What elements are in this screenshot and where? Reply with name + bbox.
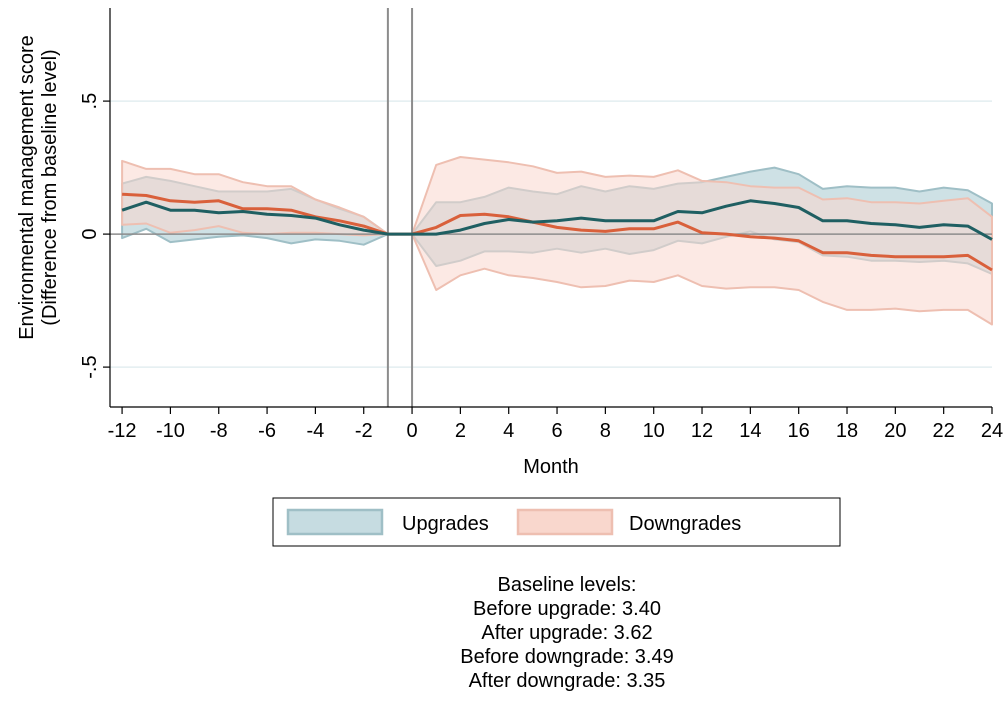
line-upgrades <box>121 199 993 241</box>
reference-lines <box>110 8 992 407</box>
note-heading: Baseline levels: <box>498 574 637 596</box>
x-tick-label-7: 2 <box>455 420 466 442</box>
baseline-levels-note: Baseline levels: Before upgrade: 3.40 Af… <box>460 574 674 692</box>
x-tick-label-0: -12 <box>108 420 137 442</box>
x-tick-label-10: 8 <box>600 420 611 442</box>
x-tick-label-14: 16 <box>788 420 810 442</box>
x-tick-label-6: 0 <box>406 420 417 442</box>
series-lines <box>121 192 993 272</box>
x-tick-label-16: 20 <box>884 420 906 442</box>
x-tick-label-2: -8 <box>210 420 228 442</box>
note-before-downgrade: Before downgrade: 3.49 <box>460 646 674 668</box>
legend-label-upgrades: Upgrades <box>402 513 489 535</box>
x-tick-label-4: -4 <box>306 420 324 442</box>
line-downgrades <box>122 192 993 272</box>
legend: Upgrades Downgrades <box>272 497 841 547</box>
y-tick-label-2: .5 <box>79 93 101 110</box>
y-tick-label-1: 0 <box>79 229 101 240</box>
y-axis-title: Environmental management score (Differen… <box>16 35 61 340</box>
x-axis-title: Month <box>523 456 579 478</box>
axes <box>109 8 992 408</box>
x-tick-label-1: -10 <box>156 420 185 442</box>
y-tick-label-0: -.5 <box>79 355 101 378</box>
x-tick-label-18: 24 <box>981 420 1003 442</box>
confidence-bands <box>121 156 993 326</box>
x-tick-label-17: 22 <box>933 420 955 442</box>
x-tick-label-15: 18 <box>836 420 858 442</box>
note-after-upgrade: After upgrade: 3.62 <box>481 622 652 644</box>
x-axis-ticks: -12 -10 -8 -6 -4 -2 0 2 4 6 8 10 12 14 16 18 20 22 24 <box>108 407 1003 442</box>
legend-swatch-upgrades <box>286 508 384 536</box>
grid-lines <box>110 100 992 368</box>
x-tick-label-13: 14 <box>739 420 761 442</box>
note-after-downgrade: After downgrade: 3.35 <box>469 670 666 692</box>
y-axis-title-line-2: (Difference from baseline level) <box>39 49 61 325</box>
y-axis-title-line-1: Environmental management score <box>16 35 38 340</box>
x-tick-label-5: -2 <box>355 420 373 442</box>
x-tick-label-12: 12 <box>691 420 713 442</box>
note-before-upgrade: Before upgrade: 3.40 <box>473 598 661 620</box>
legend-label-downgrades: Downgrades <box>629 513 741 535</box>
x-tick-label-11: 10 <box>643 420 665 442</box>
x-tick-label-8: 4 <box>503 420 514 442</box>
band-downgrades <box>121 156 993 326</box>
y-axis-ticks: -.5 0 .5 <box>79 93 110 379</box>
x-tick-label-3: -6 <box>258 420 276 442</box>
legend-swatch-downgrades <box>516 508 614 536</box>
x-tick-label-9: 6 <box>551 420 562 442</box>
